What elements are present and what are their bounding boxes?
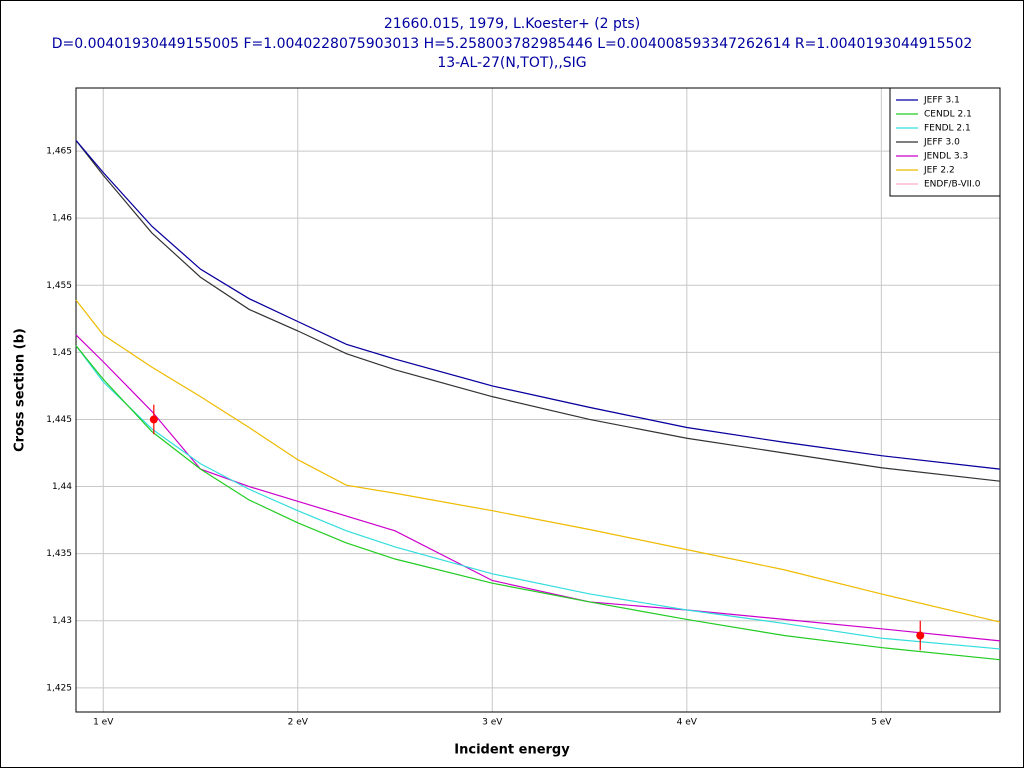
y-tick-label: 1,465: [46, 147, 72, 157]
chart-title: 21660.015, 1979, L.Koester+ (2 pts): [384, 16, 640, 32]
series-line: [75, 345, 1001, 661]
series-line: [75, 334, 1001, 642]
y-tick-label: 1,43: [52, 616, 72, 626]
series-line: [75, 139, 1001, 470]
data-point: [916, 631, 925, 640]
legend-label: ENDF/B-VII.0: [924, 180, 981, 190]
y-tick-label: 1,44: [52, 482, 72, 492]
plot-border: [75, 87, 1001, 713]
legend-label: JEFF 3.1: [923, 96, 960, 106]
x-axis-label: Incident energy: [454, 743, 570, 758]
x-tick-label: 5 eV: [871, 718, 892, 728]
y-tick-label: 1,455: [46, 281, 72, 291]
plot-area: [76, 88, 1000, 712]
series-line: [75, 299, 1001, 623]
x-tick-label: 4 eV: [677, 718, 698, 728]
y-tick-label: 1,425: [46, 683, 72, 693]
legend-label: CENDL 2.1: [924, 110, 972, 120]
legend-label: JENDL 3.3: [923, 152, 968, 162]
legend-label: FENDL 2.1: [924, 124, 971, 134]
y-tick-label: 1,435: [46, 549, 72, 559]
legend-label: JEF 2.2: [923, 166, 955, 176]
x-tick-label: 3 eV: [482, 718, 503, 728]
legend-label: JEFF 3.0: [923, 138, 960, 148]
chart-subtitle: D=0.00401930449155005 F=1.00402280759030…: [52, 36, 973, 52]
chart-subtitle: 13-AL-27(N,TOT),,SIG: [437, 55, 586, 71]
series-line: [75, 345, 1001, 650]
series-line: [75, 139, 1001, 482]
data-point: [149, 415, 158, 424]
x-tick-label: 1 eV: [93, 718, 114, 728]
y-tick-label: 1,46: [52, 214, 72, 224]
x-tick-label: 2 eV: [288, 718, 309, 728]
y-tick-label: 1,445: [46, 415, 72, 425]
y-tick-label: 1,45: [52, 348, 72, 358]
y-axis-label: Cross section (b): [13, 328, 28, 452]
